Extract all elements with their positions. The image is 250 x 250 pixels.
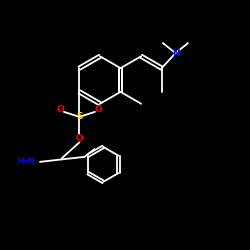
Text: S: S — [76, 112, 83, 122]
Text: O: O — [76, 134, 83, 143]
Text: O: O — [56, 105, 64, 114]
Text: H₂N: H₂N — [17, 158, 34, 166]
Text: N: N — [172, 49, 179, 58]
Text: O: O — [95, 105, 102, 114]
